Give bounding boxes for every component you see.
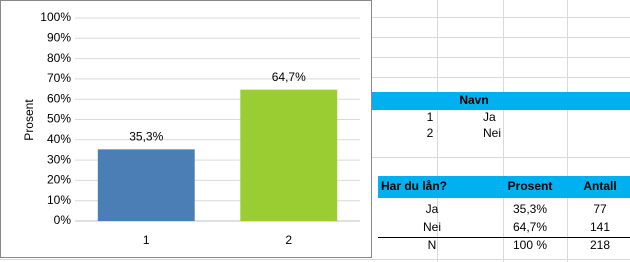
y-tick-label: 70% bbox=[47, 71, 71, 85]
bar bbox=[240, 89, 338, 221]
y-tick-label: 80% bbox=[47, 51, 71, 65]
y-axis-label: Prosent bbox=[22, 99, 36, 141]
table-cell: 77 bbox=[593, 202, 607, 216]
bar bbox=[97, 149, 195, 221]
y-tick-label: 100% bbox=[40, 10, 71, 24]
table-header: Antall bbox=[583, 179, 616, 193]
table-cell: 1 bbox=[427, 110, 434, 124]
table-cell: 218 bbox=[590, 238, 610, 252]
y-tick-label: 0% bbox=[54, 213, 72, 227]
table-cell: Ja bbox=[483, 110, 496, 124]
table-header: Navn bbox=[459, 93, 488, 107]
y-tick-label: 90% bbox=[47, 30, 71, 44]
table-cell: Nei bbox=[423, 220, 441, 234]
table-cell: 64,7% bbox=[513, 220, 547, 234]
tables: Navn 1 Ja 2 Nei Har du lån? Prosent Antall Ja 35,… bbox=[381, 93, 617, 252]
y-tick-label: 20% bbox=[47, 173, 71, 187]
y-tick-label: 40% bbox=[47, 132, 71, 146]
table-cell: 2 bbox=[427, 126, 434, 140]
y-tick-label: 10% bbox=[47, 193, 71, 207]
summary-header-band bbox=[378, 176, 630, 198]
y-tick-label: 60% bbox=[47, 91, 71, 105]
y-tick-label: 50% bbox=[47, 112, 71, 126]
table-cell: Ja bbox=[426, 202, 439, 216]
table-cell: 100 % bbox=[513, 238, 547, 252]
table-cell: N bbox=[428, 238, 437, 252]
value-label: 35,3% bbox=[129, 130, 163, 144]
table-header: Har du lån? bbox=[381, 179, 447, 193]
names-header-band bbox=[372, 92, 630, 110]
plot: 0% 10% 20% 30% 40% 50% 60% 70% 80% 90% 100% 35,3% 1 6… bbox=[40, 10, 360, 247]
table-header: Prosent bbox=[508, 179, 553, 193]
table-cell: 35,3% bbox=[513, 202, 547, 216]
x-tick-label: 1 bbox=[143, 233, 150, 247]
value-label: 64,7% bbox=[272, 70, 306, 84]
x-tick-label: 2 bbox=[285, 233, 292, 247]
y-tick-label: 30% bbox=[47, 152, 71, 166]
table-cell: Nei bbox=[483, 126, 501, 140]
table-cell: 141 bbox=[590, 220, 610, 234]
